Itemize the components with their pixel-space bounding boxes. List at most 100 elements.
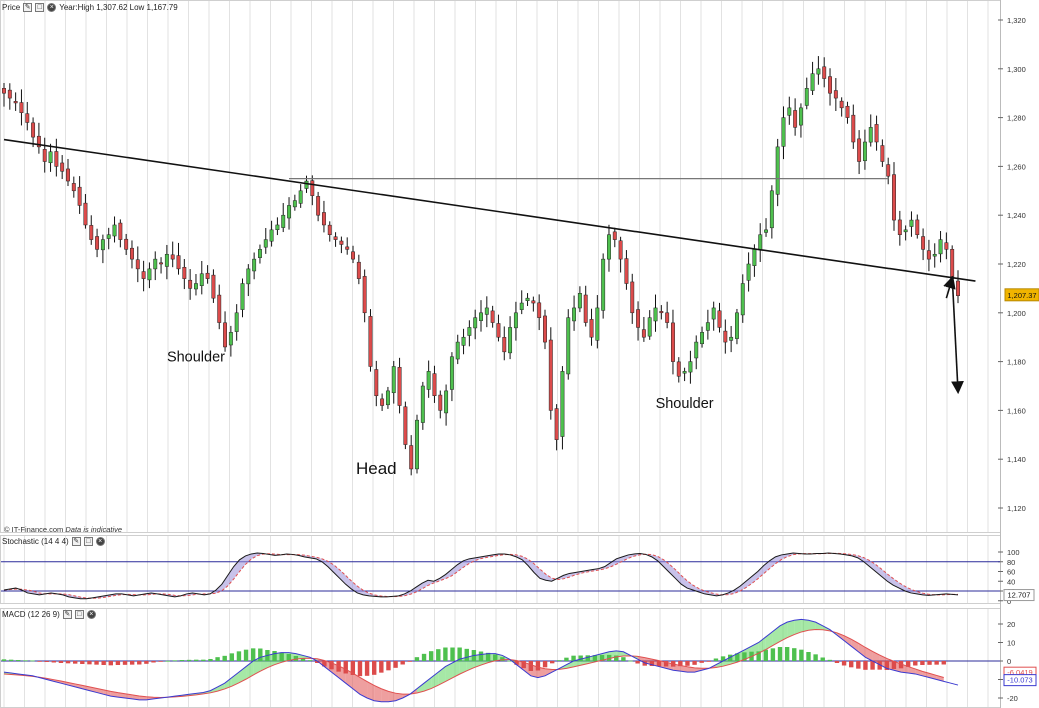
candle-body	[351, 251, 355, 260]
macd-histogram-bar	[300, 658, 306, 661]
candle-body	[106, 234, 111, 239]
macd-histogram-bar	[920, 661, 925, 665]
pattern-annotation: Head	[356, 459, 397, 478]
candle-body	[601, 258, 606, 311]
stochastic-panel-header: Stochastic (14 4 4) ✎ □ ×	[2, 535, 105, 547]
price-candle	[938, 231, 943, 263]
settings-icon[interactable]: ✎	[62, 609, 72, 619]
candle-body	[292, 200, 297, 208]
price-candle	[572, 295, 577, 331]
stochastic-axis-label: 40	[1007, 577, 1015, 586]
price-candle	[356, 254, 361, 285]
price-candle	[7, 83, 12, 110]
candle-body	[676, 361, 681, 377]
disclaimer-note: Data is indicative	[65, 525, 123, 534]
price-candle	[83, 194, 88, 229]
macd-histogram-bar	[194, 659, 199, 661]
price-candle	[403, 401, 408, 450]
maximize-icon[interactable]: □	[74, 609, 84, 619]
candle-body	[420, 385, 425, 423]
macd-histogram-bar	[307, 660, 313, 661]
close-icon[interactable]: ×	[95, 536, 105, 546]
candle-body	[135, 259, 140, 270]
candle-body	[921, 236, 926, 250]
candle-body	[618, 240, 623, 260]
macd-histogram-bar	[485, 652, 491, 661]
macd-band-segment	[801, 619, 809, 632]
price-candle	[391, 360, 396, 404]
candle-body	[391, 366, 396, 394]
macd-histogram-bar	[606, 654, 612, 661]
macd-histogram-bar	[720, 656, 726, 661]
macd-band-segment	[395, 693, 403, 701]
macd-histogram-bar	[500, 657, 505, 661]
price-candle	[223, 311, 227, 352]
macd-histogram-bar	[635, 661, 640, 664]
macd-histogram-bar	[343, 661, 348, 674]
candle-body	[409, 445, 414, 470]
candle-body	[263, 239, 268, 248]
price-candle	[240, 278, 245, 318]
candle-body	[525, 297, 530, 301]
maximize-icon[interactable]: □	[35, 2, 45, 12]
macd-histogram-bar	[891, 661, 897, 669]
candle-body	[804, 88, 809, 106]
candle-body	[188, 279, 193, 289]
macd-histogram-bar	[614, 655, 619, 661]
candle-body	[577, 293, 582, 309]
candle-body	[339, 240, 344, 245]
macd-band-segment	[808, 620, 816, 631]
price-candle	[19, 89, 24, 126]
settings-icon[interactable]: ✎	[23, 2, 33, 12]
candle-body	[130, 247, 134, 260]
candle-body	[572, 307, 577, 322]
candle-body	[717, 310, 722, 328]
macd-histogram-bar	[137, 661, 142, 665]
macd-histogram-bar	[108, 661, 113, 666]
macd-histogram-bar	[421, 653, 427, 661]
candle-body	[415, 419, 419, 470]
candle-body	[194, 283, 198, 290]
candle-body	[711, 307, 716, 320]
price-candle	[118, 219, 123, 248]
price-candle	[618, 236, 623, 273]
macd-histogram-bar	[528, 661, 534, 671]
settings-icon[interactable]: ✎	[71, 536, 81, 546]
price-candle	[199, 260, 204, 295]
candle-body	[490, 310, 495, 323]
candle-body	[19, 102, 24, 113]
macd-histogram-bar	[272, 651, 277, 661]
macd-histogram-bar	[621, 657, 626, 661]
macd-histogram-bar	[663, 661, 669, 667]
projection-arrow	[943, 275, 956, 299]
price-candle	[531, 296, 536, 312]
macd-histogram-bar	[23, 660, 28, 662]
price-candle	[525, 293, 530, 307]
macd-histogram-bar	[841, 661, 847, 666]
macd-histogram-bar	[578, 655, 583, 661]
candle-body	[54, 151, 59, 167]
candle-body	[513, 312, 518, 329]
price-candle	[455, 334, 460, 365]
macd-histogram-bar	[557, 660, 562, 661]
macd-histogram-bar	[372, 661, 377, 675]
candle-body	[822, 66, 827, 79]
macd-histogram-bar	[201, 659, 206, 661]
price-candle	[292, 194, 297, 211]
projection-arrow	[951, 276, 964, 395]
candle-body	[659, 311, 664, 314]
candle-body	[455, 341, 460, 360]
price-candle	[351, 245, 355, 264]
close-icon[interactable]: ×	[86, 609, 96, 619]
close-icon[interactable]: ×	[47, 2, 57, 12]
macd-histogram-bar	[478, 651, 484, 661]
candle-body	[938, 239, 943, 255]
price-candle	[566, 309, 571, 380]
price-candle	[100, 234, 105, 264]
candle-body	[25, 113, 30, 123]
price-candle	[822, 57, 827, 88]
maximize-icon[interactable]: □	[83, 536, 93, 546]
macd-histogram-bar	[585, 655, 590, 661]
price-candle	[159, 257, 164, 274]
macd-band-segment	[566, 661, 574, 669]
